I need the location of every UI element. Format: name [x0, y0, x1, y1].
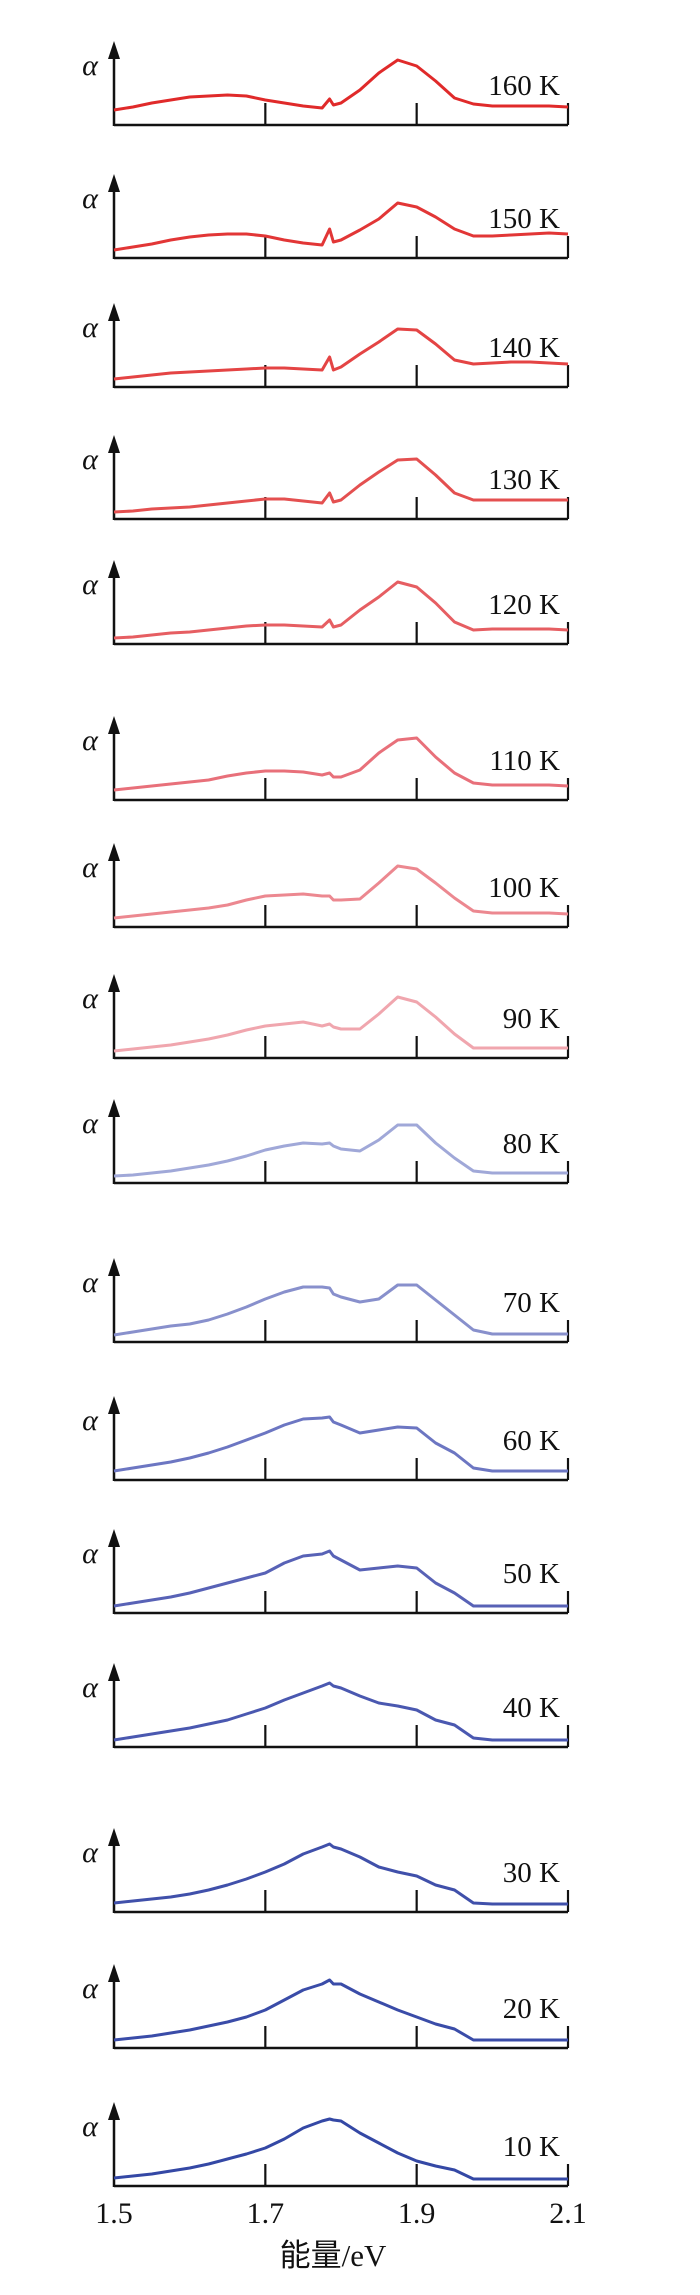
panel-90k: α 90 K — [82, 974, 570, 1060]
series-line — [113, 995, 568, 1053]
y-axis-arrow-icon — [108, 41, 120, 59]
temperature-label: 70 K — [503, 1287, 560, 1319]
y-axis-label: α — [82, 443, 99, 476]
y-axis-label: α — [82, 1836, 99, 1869]
panel-40k: α 40 K — [82, 1663, 570, 1749]
temperature-label: 60 K — [503, 1425, 560, 1457]
y-axis-arrow-icon — [108, 1258, 120, 1276]
panels: α 160 K α 150 K α 140 K α 130 K α 120 K α 110 K α 100… — [82, 41, 570, 2188]
series-line — [113, 1681, 568, 1742]
y-axis-arrow-icon — [108, 1663, 120, 1681]
y-axis-arrow-icon — [108, 303, 120, 321]
x-tick-labels: 1.5 1.7 1.9 2.1 — [95, 2197, 587, 2230]
y-axis-arrow-icon — [108, 174, 120, 192]
temperature-label: 120 K — [488, 589, 560, 621]
series-line — [113, 58, 569, 112]
y-axis-arrow-icon — [108, 974, 120, 992]
series-line — [113, 1842, 568, 1906]
y-axis-arrow-icon — [108, 1828, 120, 1846]
series-line — [113, 1978, 568, 2042]
temperature-label: 100 K — [488, 872, 560, 904]
series-line — [113, 1283, 568, 1337]
panel-10k: α 10 K — [82, 2102, 570, 2188]
y-axis-arrow-icon — [108, 1099, 120, 1117]
panel-50k: α 50 K — [82, 1529, 570, 1615]
series-line — [113, 457, 568, 514]
panel-120k: α 120 K — [82, 560, 570, 646]
y-axis-label: α — [82, 568, 99, 601]
y-axis-arrow-icon — [108, 1396, 120, 1414]
panel-110k: α 110 K — [82, 716, 570, 802]
temperature-label: 40 K — [503, 1692, 560, 1724]
temperature-label: 130 K — [488, 464, 560, 496]
x-axis-label: 能量/eV — [280, 2238, 387, 2273]
series-line — [113, 1549, 568, 1608]
y-axis-label: α — [82, 982, 99, 1015]
y-axis-label: α — [82, 311, 99, 344]
series-line — [113, 736, 569, 792]
y-axis-arrow-icon — [108, 560, 120, 578]
panel-80k: α 80 K — [82, 1099, 570, 1185]
series-line — [113, 201, 569, 252]
series-line — [113, 1123, 568, 1178]
series-line — [113, 2117, 568, 2181]
temperature-label: 30 K — [503, 1857, 560, 1889]
panel-150k: α 150 K — [82, 174, 570, 260]
x-tick-label: 2.1 — [549, 2197, 587, 2230]
y-axis-label: α — [82, 1266, 99, 1299]
panel-100k: α 100 K — [82, 843, 570, 929]
temperature-label: 140 K — [488, 332, 560, 364]
y-axis-label: α — [82, 1972, 99, 2005]
temperature-label: 160 K — [488, 70, 560, 102]
panel-70k: α 70 K — [82, 1258, 570, 1344]
temperature-label: 50 K — [503, 1558, 560, 1590]
series-line — [113, 580, 569, 640]
panel-130k: α 130 K — [82, 435, 570, 521]
y-axis-label: α — [82, 1107, 99, 1140]
panel-20k: α 20 K — [82, 1964, 570, 2050]
panel-140k: α 140 K — [82, 303, 570, 389]
y-axis-arrow-icon — [108, 843, 120, 861]
temperature-label: 20 K — [503, 1993, 560, 2025]
x-tick-label: 1.9 — [398, 2197, 436, 2230]
y-axis-arrow-icon — [108, 716, 120, 734]
y-axis-label: α — [82, 1404, 99, 1437]
y-axis-arrow-icon — [108, 1529, 120, 1547]
panel-160k: α 160 K — [82, 41, 570, 127]
temperature-label: 110 K — [489, 745, 560, 777]
x-tick-label: 1.5 — [95, 2197, 133, 2230]
series-line — [113, 864, 569, 920]
y-axis-label: α — [82, 182, 99, 215]
y-axis-label: α — [82, 851, 99, 884]
x-tick-label: 1.7 — [247, 2197, 285, 2230]
temperature-label: 80 K — [503, 1128, 560, 1160]
y-axis-label: α — [82, 49, 99, 82]
y-axis-label: α — [82, 724, 99, 757]
y-axis-label: α — [82, 1671, 99, 1704]
y-axis-arrow-icon — [108, 1964, 120, 1982]
panel-30k: α 30 K — [82, 1828, 570, 1914]
panel-60k: α 60 K — [82, 1396, 570, 1482]
temperature-label: 10 K — [503, 2131, 560, 2163]
series-line — [113, 327, 569, 381]
y-axis-arrow-icon — [108, 435, 120, 453]
series-line — [113, 1415, 568, 1473]
y-axis-arrow-icon — [108, 2102, 120, 2120]
temperature-label: 90 K — [503, 1003, 560, 1035]
temperature-label: 150 K — [488, 203, 560, 235]
y-axis-label: α — [82, 1537, 99, 1570]
y-axis-label: α — [82, 2110, 99, 2143]
